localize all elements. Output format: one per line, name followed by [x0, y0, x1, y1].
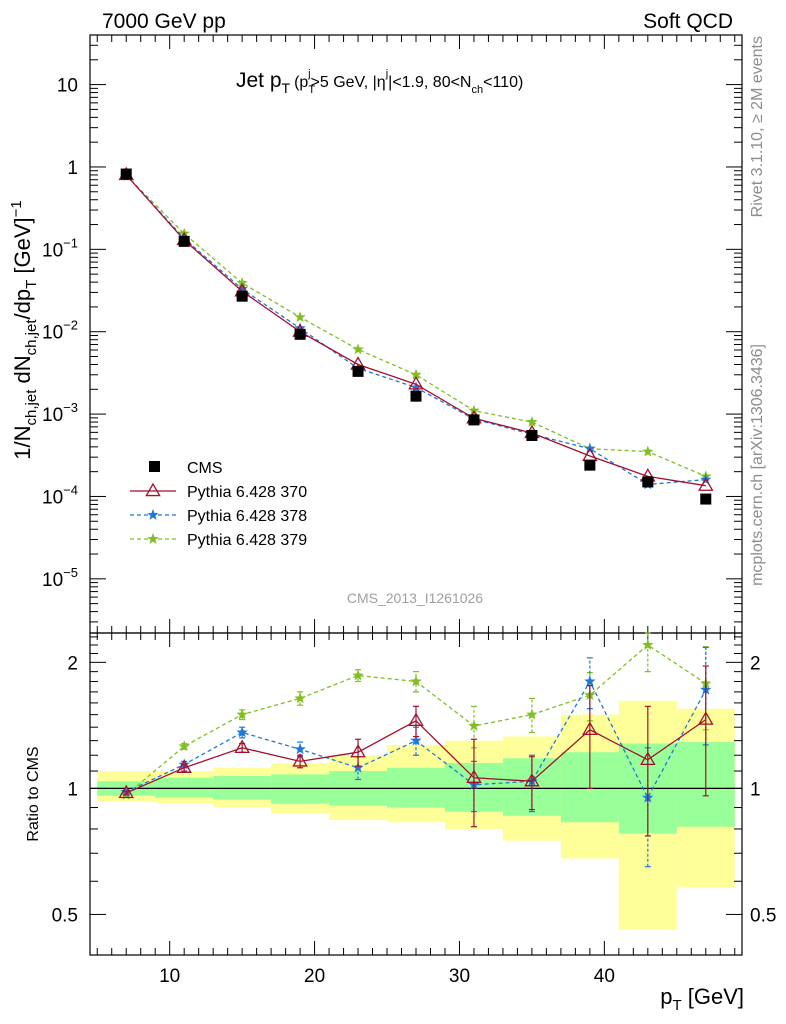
series-group — [118, 166, 714, 868]
series-1-ratio-point — [234, 739, 250, 753]
ratio-y-tick-label: 2 — [67, 653, 78, 674]
title-cond-sub2: ch — [471, 84, 483, 96]
y-tick-label: 10−2 — [42, 318, 78, 344]
cms-data-point — [178, 235, 190, 247]
main-y-axis-label: 1/Nch,jet dNch,jet/dpT [GeV]−1 — [8, 200, 40, 459]
series-1-ratio-point — [408, 712, 424, 727]
series-2-ratio-point — [584, 675, 596, 687]
y-tick-label: 1 — [67, 158, 78, 179]
ratio-y-tick-label: 0.5 — [52, 905, 78, 926]
series-3-ratio-point — [410, 675, 422, 687]
x-tick-label: 30 — [449, 966, 470, 987]
ratio-y-tick-label: 1 — [67, 779, 78, 800]
title-cond-rest1: >5 GeV, |η — [311, 74, 386, 91]
y-tick-label: 10−1 — [42, 235, 78, 261]
legend-label: CMS — [187, 460, 223, 477]
header-right: Soft QCD — [643, 10, 733, 33]
series-3-ratio-point — [526, 708, 538, 720]
y-tick-label: 10 — [57, 76, 78, 97]
legend-marker — [147, 533, 159, 544]
cms-data-point — [526, 429, 538, 441]
legend-label: Pythia 6.428 370 — [187, 484, 307, 501]
x-tick-label: 40 — [594, 966, 615, 987]
series-2-line — [125, 174, 706, 486]
series-3-point — [236, 277, 248, 288]
x-tick-label: 20 — [304, 966, 325, 987]
series-1-ratio-point — [118, 784, 134, 799]
legend-marker-cms — [149, 461, 160, 472]
series-3-ratio-point — [352, 669, 364, 681]
cms-data-point — [700, 493, 712, 505]
cms-data-point — [352, 365, 364, 377]
x-axis-label: pT [GeV] — [660, 984, 744, 1014]
ratio-y-tick-label-right: 2 — [750, 653, 761, 674]
title-cond-rest2: |<1.9, 80<N — [388, 74, 471, 91]
title-cond-sup: j — [307, 68, 310, 80]
series-2-ratio-point — [410, 734, 422, 746]
plot-title: Jet pT (pTj>5 GeV, |ηj|<1.9, 80<Nch<110) — [236, 68, 523, 96]
cms-data-point — [236, 290, 248, 302]
series-2-point — [236, 283, 248, 294]
x-tick-label: 10 — [159, 966, 180, 987]
series-1-ratio-point — [640, 751, 656, 766]
series-3-point — [642, 445, 654, 457]
series-1-point — [698, 477, 714, 491]
ratio-frame — [89, 632, 743, 956]
series-1-ratio-point — [466, 769, 482, 783]
rivet-label: Rivet 3.1.10, ≥ 2M events — [749, 36, 766, 217]
series-3-ratio-point — [178, 740, 190, 752]
series-3-ratio-point — [294, 692, 306, 704]
cms-data-point — [294, 328, 306, 340]
series-1-point — [408, 375, 424, 390]
series-1-ratio-point — [524, 772, 540, 787]
series-2-ratio-point — [352, 761, 364, 773]
series-3-ratio-point — [468, 719, 480, 731]
legend-marker — [147, 509, 159, 520]
title-cond-rest3: <110) — [483, 74, 523, 91]
series-3-point — [410, 368, 422, 380]
ratio-y-tick-label-right: 0.5 — [750, 905, 776, 926]
title-main-sub: T — [282, 80, 291, 96]
legend-marker — [145, 482, 161, 497]
series-3-line — [125, 174, 707, 477]
cms-data-point — [584, 459, 596, 471]
analysis-id: CMS_2013_I1261026 — [347, 590, 483, 606]
series-1-ratio-point — [698, 711, 714, 725]
series-3-point — [352, 343, 364, 355]
series-3-ratio-point — [236, 708, 248, 720]
series-1-ratio-point — [292, 753, 308, 767]
series-1-line — [125, 174, 706, 487]
series-3-point — [294, 311, 306, 323]
uncertainty-band-inner — [387, 767, 445, 808]
series-3-ratio-point — [642, 639, 654, 650]
ratio-y-tick-label-right: 1 — [750, 779, 761, 800]
series-1-ratio-point — [582, 721, 598, 736]
cms-data-point — [410, 390, 422, 402]
y-tick-label: 10−5 — [42, 565, 78, 591]
title-main: Jet p — [236, 69, 282, 92]
series-3-point — [526, 416, 538, 427]
cms-data-point — [468, 414, 480, 426]
title-cond: (p — [294, 74, 308, 91]
title-cond-sub: T — [308, 84, 315, 96]
series-1-ratio-point — [176, 759, 192, 773]
ratio-y-axis-label: Ratio to CMS — [25, 746, 42, 841]
mcplots-label: mcplots.cern.ch [arXiv:1306.3436] — [749, 344, 766, 586]
legend: CMS Pythia 6.428 370 Pythia 6.428 378 Pythi… — [130, 460, 307, 549]
series-2-point — [410, 381, 422, 393]
series-1-ratio-point — [350, 743, 366, 758]
y-tick-label: 10−3 — [42, 400, 78, 426]
title-cond-sup2: j — [385, 68, 388, 80]
series-2-ratio-point — [236, 726, 248, 738]
y-tick-label: 10−4 — [42, 482, 78, 508]
header-left: 7000 GeV pp — [102, 10, 226, 33]
cms-data-point — [642, 476, 654, 488]
cms-data-point — [120, 168, 132, 180]
uncertainty-band-inner — [155, 777, 214, 798]
legend-label: Pythia 6.428 378 — [187, 508, 307, 525]
series-2-point — [294, 322, 306, 334]
legend-label: Pythia 6.428 379 — [187, 532, 307, 549]
series-2-ratio-point — [294, 743, 306, 755]
